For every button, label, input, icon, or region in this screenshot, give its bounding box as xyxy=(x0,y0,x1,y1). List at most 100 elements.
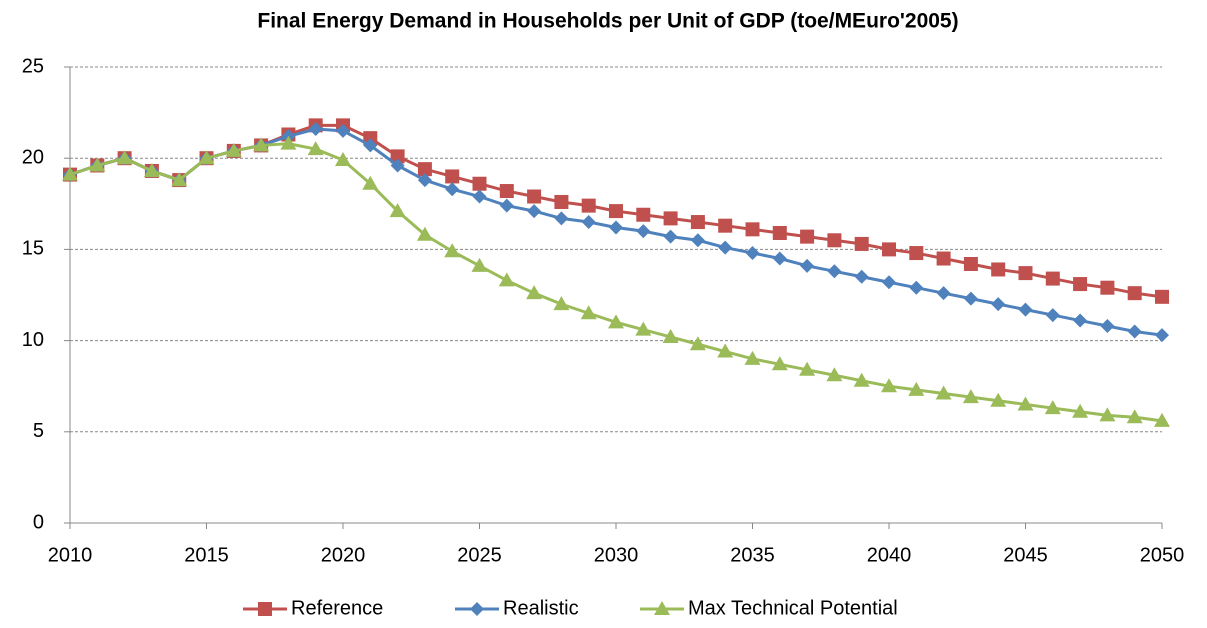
marker xyxy=(772,251,787,266)
marker xyxy=(1127,324,1142,339)
x-tick-label: 2025 xyxy=(457,544,502,566)
marker xyxy=(581,198,596,213)
marker xyxy=(663,229,678,244)
marker xyxy=(1018,266,1033,281)
marker xyxy=(800,229,815,244)
marker xyxy=(854,269,869,284)
marker xyxy=(635,321,652,336)
marker xyxy=(853,372,870,387)
marker xyxy=(198,150,215,165)
marker xyxy=(608,314,624,329)
marker xyxy=(1044,400,1061,415)
marker xyxy=(800,258,815,273)
marker xyxy=(362,175,379,190)
marker xyxy=(909,246,924,261)
marker xyxy=(171,172,188,187)
marker xyxy=(936,286,951,301)
marker xyxy=(991,262,1006,277)
marker xyxy=(636,224,651,239)
marker xyxy=(826,367,843,382)
marker xyxy=(1099,407,1116,422)
marker xyxy=(935,385,952,400)
y-tick-label: 20 xyxy=(22,146,44,168)
legend-label: Realistic xyxy=(503,597,579,619)
marker xyxy=(1154,412,1170,427)
marker xyxy=(62,166,78,181)
marker xyxy=(662,328,679,343)
marker xyxy=(1155,289,1169,304)
x-tick-label: 2035 xyxy=(730,544,775,566)
marker xyxy=(416,226,433,241)
marker xyxy=(882,275,896,290)
marker xyxy=(690,233,705,248)
marker xyxy=(445,182,460,197)
marker xyxy=(498,272,515,287)
marker xyxy=(1073,277,1088,292)
marker xyxy=(390,149,405,164)
marker xyxy=(745,222,760,237)
marker xyxy=(280,135,297,150)
x-tick-label: 2010 xyxy=(48,544,93,566)
marker xyxy=(718,218,733,233)
marker xyxy=(143,162,160,177)
y-tick-label: 5 xyxy=(33,420,44,442)
marker xyxy=(580,305,597,320)
marker xyxy=(445,169,460,184)
marker xyxy=(417,173,432,188)
y-tick-label: 25 xyxy=(22,55,44,77)
marker xyxy=(1045,271,1060,286)
marker xyxy=(472,189,487,204)
x-tick-label: 2030 xyxy=(594,544,639,566)
marker xyxy=(336,123,350,138)
marker xyxy=(963,256,978,271)
marker xyxy=(1100,319,1115,334)
marker xyxy=(827,233,842,248)
marker xyxy=(553,296,570,311)
legend-label: Max Technical Potential xyxy=(688,597,898,619)
marker xyxy=(308,122,323,137)
marker xyxy=(1017,396,1034,411)
marker xyxy=(527,204,542,219)
marker xyxy=(609,204,623,219)
marker xyxy=(936,251,951,266)
marker xyxy=(882,242,896,257)
marker xyxy=(909,280,924,295)
marker xyxy=(962,389,979,404)
marker xyxy=(499,198,514,213)
x-tick-label: 2045 xyxy=(1003,544,1048,566)
y-tick-label: 10 xyxy=(22,329,44,351)
marker xyxy=(470,602,484,616)
marker xyxy=(499,184,514,199)
legend-label: Reference xyxy=(291,597,383,619)
x-tick-label: 2020 xyxy=(321,544,366,566)
marker xyxy=(225,142,242,157)
marker xyxy=(772,225,787,240)
series-line xyxy=(69,142,1163,423)
marker xyxy=(363,138,378,153)
marker xyxy=(1155,328,1169,343)
marker xyxy=(253,137,270,152)
marker xyxy=(1018,302,1033,317)
marker xyxy=(636,207,651,222)
marker xyxy=(389,203,406,218)
marker xyxy=(609,220,623,235)
marker xyxy=(417,162,432,177)
marker xyxy=(307,141,324,156)
marker xyxy=(663,211,678,226)
marker xyxy=(881,378,897,393)
marker xyxy=(718,240,733,255)
marker xyxy=(990,392,1007,407)
marker xyxy=(116,150,133,165)
marker xyxy=(89,157,106,172)
marker xyxy=(991,297,1006,312)
marker xyxy=(745,246,760,261)
marker xyxy=(1072,403,1089,418)
marker xyxy=(1045,308,1060,323)
marker xyxy=(963,291,978,306)
marker xyxy=(1127,286,1142,301)
marker xyxy=(744,350,761,365)
marker xyxy=(335,152,351,167)
marker xyxy=(854,236,869,251)
marker xyxy=(258,602,272,616)
